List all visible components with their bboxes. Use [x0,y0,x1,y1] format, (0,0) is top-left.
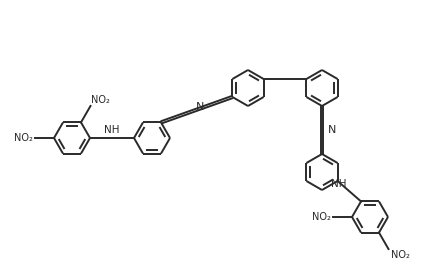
Text: NO₂: NO₂ [14,133,33,143]
Text: NO₂: NO₂ [390,250,409,260]
Text: NH: NH [104,125,120,135]
Text: N: N [195,102,204,112]
Text: NO₂: NO₂ [92,95,111,105]
Text: NO₂: NO₂ [312,212,331,222]
Text: NH: NH [331,179,346,189]
Text: N: N [328,125,336,135]
